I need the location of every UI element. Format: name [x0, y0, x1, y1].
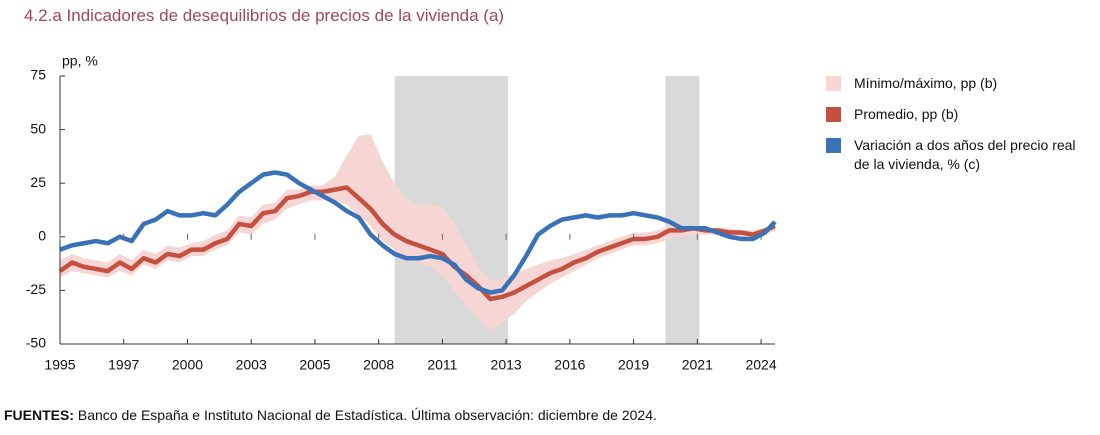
chart: pp, % 75 50 25 0 -25 -50 1995 1997 2000 2003 2005 2… — [26, 53, 777, 373]
legend-swatch — [826, 76, 841, 91]
y-tick-label: 0 — [38, 228, 46, 244]
x-tick-label: 2019 — [618, 357, 649, 373]
min-max-band — [60, 133, 775, 332]
source: FUENTES: Banco de España e Instituto Nac… — [4, 407, 657, 423]
source-label: FUENTES: — [4, 407, 74, 423]
x-tick-label: 1995 — [44, 357, 75, 373]
legend: Mínimo/máximo, pp (b) Promedio, pp (b) Var… — [826, 74, 1086, 186]
x-tick-label: 2003 — [236, 357, 267, 373]
y-tick-label: -25 — [26, 281, 46, 297]
x-tick-label: 2008 — [363, 357, 394, 373]
chart-title: 4.2.a Indicadores de desequilibrios de p… — [24, 6, 505, 25]
y-tick-label: 75 — [30, 67, 46, 83]
legend-item: Mínimo/máximo, pp (b) — [826, 74, 1086, 93]
x-tick-label: 2000 — [172, 357, 203, 373]
x-tick-label: 2011 — [427, 357, 457, 373]
y-axis-label: pp, % — [62, 53, 98, 69]
x-tick-label: 2024 — [745, 357, 776, 373]
x-tick-label: 2016 — [554, 357, 585, 373]
x-tick-label: 2021 — [682, 357, 713, 373]
y-tick-label: 50 — [30, 120, 46, 136]
source-text: Banco de España e Instituto Nacional de … — [77, 407, 657, 423]
legend-item: Variación a dos años del precio real de … — [826, 136, 1086, 174]
legend-swatch — [826, 138, 841, 153]
y-tick-label: -50 — [26, 335, 46, 351]
legend-item: Promedio, pp (b) — [826, 105, 1086, 124]
series-line — [59, 170, 777, 295]
x-tick-label: 2005 — [299, 357, 330, 373]
legend-label: Variación a dos años del precio real de … — [854, 137, 1076, 172]
x-tick-label: 2013 — [491, 357, 522, 373]
shaded-period — [665, 76, 700, 344]
legend-swatch — [826, 107, 841, 122]
series-line — [58, 185, 776, 302]
legend-label: Mínimo/máximo, pp (b) — [854, 75, 998, 91]
y-tick-label: 25 — [30, 174, 46, 190]
x-tick-label: 1997 — [108, 357, 139, 373]
legend-label: Promedio, pp (b) — [854, 106, 959, 122]
